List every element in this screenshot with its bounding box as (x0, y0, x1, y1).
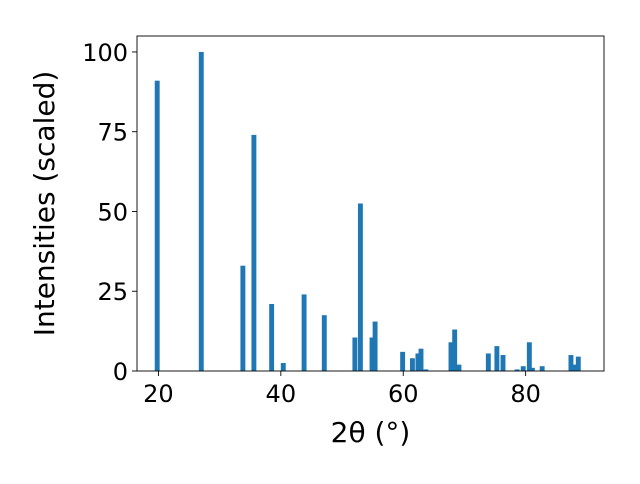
bar (529, 367, 535, 371)
bar (571, 364, 577, 371)
x-axis: 20 40 60 80 (143, 371, 541, 408)
bar (452, 329, 458, 371)
bar (526, 342, 532, 371)
y-tick-label: 50 (97, 198, 128, 226)
x-tick-label: 80 (510, 380, 541, 408)
bar (415, 353, 421, 371)
y-axis-label: Intensities (scaled) (28, 71, 61, 337)
bar (456, 364, 462, 371)
y-tick-label: 25 (97, 278, 128, 306)
bar-series (154, 51, 581, 372)
y-tick-label: 75 (97, 119, 128, 147)
bar (409, 358, 415, 371)
bar (372, 321, 378, 371)
bar (418, 348, 424, 371)
bar (251, 134, 257, 371)
x-axis-label: 2θ (°) (331, 416, 411, 449)
bar (321, 315, 327, 371)
bar (568, 355, 574, 371)
bar (357, 203, 363, 371)
bar (301, 294, 307, 371)
y-tick-label: 0 (113, 358, 128, 386)
bar (494, 346, 500, 371)
bar (280, 363, 286, 371)
bar (269, 304, 275, 371)
bar (240, 265, 246, 371)
x-tick-label: 60 (388, 380, 419, 408)
bar (198, 51, 204, 371)
bar (400, 351, 406, 371)
y-axis: 0 25 50 75 100 (82, 39, 137, 386)
bar (369, 337, 375, 371)
bar (352, 337, 358, 371)
x-tick-label: 40 (266, 380, 297, 408)
plot-frame (136, 35, 605, 372)
x-tick-label: 20 (143, 380, 174, 408)
bar (448, 342, 454, 371)
bar (514, 369, 520, 371)
bar (485, 353, 491, 371)
y-tick-label: 100 (82, 39, 128, 67)
bar (539, 366, 545, 371)
bar (575, 356, 581, 371)
bar (520, 366, 526, 371)
bar (154, 80, 160, 372)
bar (423, 369, 429, 371)
bar (500, 355, 506, 371)
